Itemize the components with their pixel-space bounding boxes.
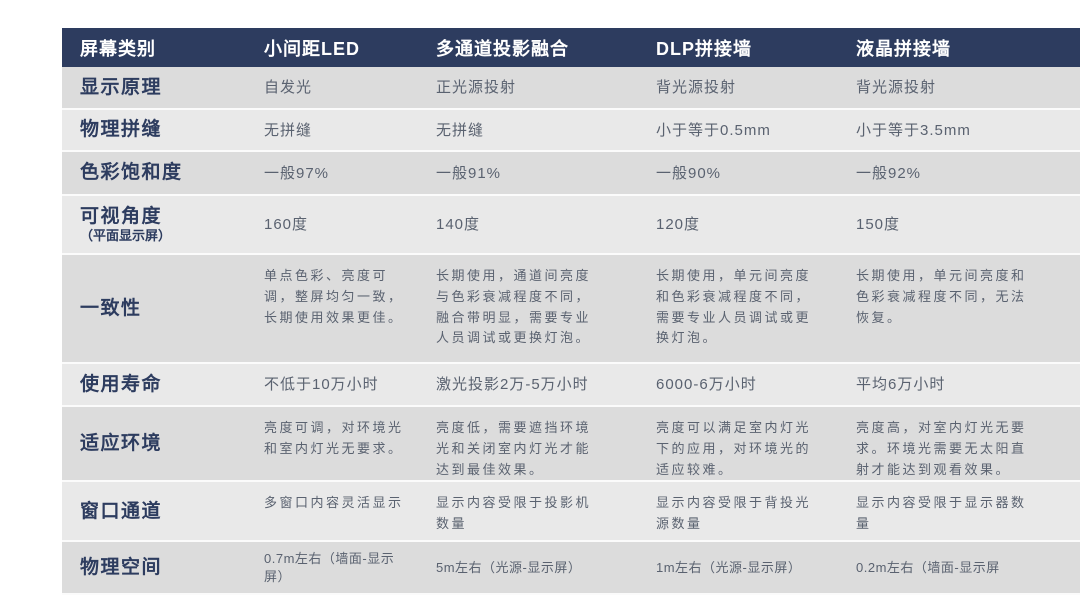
row-physical-seam: 物理拼缝 无拼缝 无拼缝 小于等于0.5mm 小于等于3.5mm [62, 110, 1080, 152]
row-viewing-angle: 可视角度 （平面显示屏） 160度 140度 120度 150度 [62, 196, 1080, 255]
value-cell: 单点色彩、亮度可调，整屏均匀一致，长期使用效果更佳。 [252, 255, 424, 362]
row-label: 显示原理 [80, 76, 163, 98]
row-label: 物理空间 [80, 557, 163, 579]
value-cell: 一般92% [856, 164, 922, 182]
value-cell: 亮度高，对室内灯光无要求。环境光需要无太阳直射才能达到观看效果。 [844, 407, 1080, 480]
value-cell: 不低于10万小时 [264, 376, 379, 393]
value-cell: 1m左右（光源-显示屏） [656, 559, 802, 575]
cell-text: 单点色彩、亮度可调，整屏均匀一致，长期使用效果更佳。 [264, 268, 404, 325]
value-cell: 显示内容受限于显示器数量 [844, 482, 1080, 540]
row-lifespan: 使用寿命 不低于10万小时 激光投影2万-5万小时 6000-6万小时 平均6万… [62, 364, 1080, 407]
row-label: 可视角度 （平面显示屏） [62, 205, 252, 245]
cell-text: 亮度低，需要遮挡环境光和关闭室内灯光才能达到最佳效果。 [436, 420, 592, 477]
screen-type-comparison-table: 屏幕类别 小间距LED 多通道投影融合 DLP拼接墙 液晶拼接墙 显示原理 自发… [62, 28, 1080, 596]
row-label: 窗口通道 [80, 500, 163, 522]
cell-text: 显示内容受限于背投光源数量 [656, 495, 812, 532]
value-cell: 小于等于0.5mm [656, 121, 771, 139]
cell-text: 亮度可调，对环境光和室内灯光无要求。 [264, 420, 404, 456]
value-cell: 150度 [856, 216, 901, 233]
value-cell: 一般97% [264, 164, 330, 182]
cell-text: 长期使用，通道间亮度与色彩衰减程度不同，融合带明显，需要专业人员调试或更换灯泡。 [436, 268, 592, 346]
value-cell: 0.7m左右（墙面-显示屏） [264, 550, 395, 584]
value-cell: 显示内容受限于投影机数量 [424, 482, 644, 540]
value-cell: 一般90% [656, 164, 722, 182]
row-label-subtext: （平面显示屏） [80, 228, 172, 244]
cell-text: 长期使用，单元间亮度和色彩衰减程度不同，需要专业人员调试或更换灯泡。 [656, 268, 812, 346]
cell-text: 亮度可以满足室内灯光下的应用，对环境光的适应较难。 [656, 420, 812, 477]
row-window-channel: 窗口通道 多窗口内容灵活显示 显示内容受限于投影机数量 显示内容受限于背投光源数… [62, 482, 1080, 543]
value-cell: 一般91% [436, 164, 502, 182]
cell-text: 多窗口内容灵活显示 [264, 495, 404, 511]
value-cell: 5m左右（光源-显示屏） [436, 559, 582, 575]
value-cell: 平均6万小时 [856, 376, 946, 393]
row-color-saturation: 色彩饱和度 一般97% 一般91% 一般90% 一般92% [62, 152, 1080, 196]
value-cell: 显示内容受限于背投光源数量 [644, 482, 844, 540]
row-environment-adaptability: 适应环境 亮度可调，对环境光和室内灯光无要求。 亮度低，需要遮挡环境光和关闭室内… [62, 407, 1080, 483]
value-cell: 无拼缝 [264, 121, 313, 139]
value-cell: 激光投影2万-5万小时 [436, 376, 589, 393]
value-cell: 多窗口内容灵活显示 [252, 482, 424, 540]
row-label: 色彩饱和度 [80, 162, 183, 184]
value-cell: 6000-6万小时 [656, 376, 757, 393]
header-multichannel-projection: 多通道投影融合 [436, 38, 569, 59]
value-cell: 自发光 [264, 79, 313, 96]
value-cell: 背光源投射 [656, 79, 737, 96]
value-cell: 亮度低，需要遮挡环境光和关闭室内灯光才能达到最佳效果。 [424, 407, 644, 480]
header-fine-pitch-led: 小间距LED [264, 38, 360, 59]
value-cell: 亮度可以满足室内灯光下的应用，对环境光的适应较难。 [644, 407, 844, 480]
value-cell: 无拼缝 [436, 121, 485, 139]
value-cell: 亮度可调，对环境光和室内灯光无要求。 [252, 407, 424, 480]
value-cell: 长期使用，单元间亮度和色彩衰减程度不同，无法恢复。 [844, 255, 1080, 362]
value-cell: 120度 [656, 216, 701, 233]
row-label: 物理拼缝 [80, 119, 163, 141]
row-consistency: 一致性 单点色彩、亮度可调，整屏均匀一致，长期使用效果更佳。 长期使用，通道间亮… [62, 255, 1080, 364]
header-dlp-video-wall: DLP拼接墙 [656, 38, 752, 59]
value-cell: 140度 [436, 216, 481, 233]
value-cell: 小于等于3.5mm [856, 121, 971, 139]
value-cell: 长期使用，单元间亮度和色彩衰减程度不同，需要专业人员调试或更换灯泡。 [644, 255, 844, 362]
header-lcd-video-wall: 液晶拼接墙 [856, 38, 951, 59]
row-label: 一致性 [80, 297, 142, 319]
row-display-principle: 显示原理 自发光 正光源投射 背光源投射 背光源投射 [62, 67, 1080, 110]
value-cell: 160度 [264, 216, 309, 233]
row-label: 使用寿命 [80, 373, 163, 395]
cell-text: 长期使用，单元间亮度和色彩衰减程度不同，无法恢复。 [856, 268, 1027, 325]
row-physical-space: 物理空间 0.7m左右（墙面-显示屏） 5m左右（光源-显示屏） 1m左右（光源… [62, 542, 1080, 596]
value-cell: 长期使用，通道间亮度与色彩衰减程度不同，融合带明显，需要专业人员调试或更换灯泡。 [424, 255, 644, 362]
value-cell: 0.2m左右（墙面-显示屏 [856, 559, 1000, 575]
value-cell: 正光源投射 [436, 79, 517, 96]
header-screen-category: 屏幕类别 [80, 38, 156, 59]
row-label: 适应环境 [80, 432, 163, 454]
cell-text: 显示内容受限于投影机数量 [436, 495, 592, 532]
value-cell: 背光源投射 [856, 79, 937, 96]
row-label-text: 可视角度 [80, 205, 163, 227]
table-header-row: 屏幕类别 小间距LED 多通道投影融合 DLP拼接墙 液晶拼接墙 [62, 28, 1080, 67]
cell-text: 亮度高，对室内灯光无要求。环境光需要无太阳直射才能达到观看效果。 [856, 420, 1027, 477]
cell-text: 显示内容受限于显示器数量 [856, 495, 1027, 532]
